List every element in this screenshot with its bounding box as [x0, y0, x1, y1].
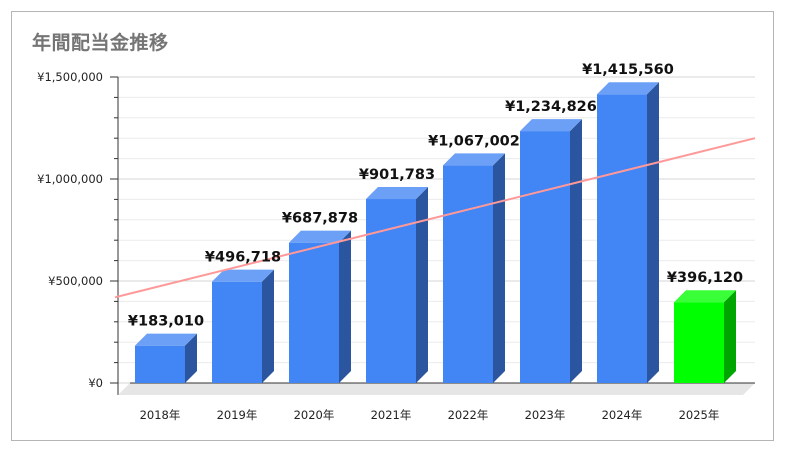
y-tick-label: ¥500,000 — [48, 274, 103, 288]
labels-layer: ¥0 ¥500,000 ¥1,000,000 ¥1,500,000 ¥183,010 20… — [37, 62, 743, 422]
trendline-layer — [114, 137, 756, 299]
chart-title: 年間配当金推移 — [32, 32, 169, 54]
bar-top-face — [289, 230, 351, 243]
bar-front-face — [674, 302, 724, 383]
bar-side-face — [262, 269, 274, 383]
bar-top-face — [212, 269, 274, 282]
bar-2020年 — [289, 230, 351, 383]
data-label: ¥901,783 — [359, 167, 435, 183]
x-tick-label: 2022年 — [448, 408, 489, 422]
data-label: ¥496,718 — [205, 250, 281, 266]
bar-2019年 — [212, 269, 274, 383]
bar-top-face — [135, 333, 197, 346]
bar-2021年 — [366, 187, 428, 383]
bar-side-face — [416, 187, 428, 383]
data-label: ¥687,878 — [282, 211, 358, 227]
data-label: ¥183,010 — [128, 314, 204, 330]
bar-side-face — [185, 333, 197, 383]
chart-floor — [118, 382, 755, 395]
chart-floor-plane — [118, 383, 755, 395]
y-tick-label: ¥0 — [88, 376, 103, 390]
x-tick-label: 2025年 — [679, 408, 720, 422]
data-label: ¥1,415,560 — [582, 62, 674, 78]
x-tick-label: 2020年 — [294, 408, 335, 422]
bar-front-face — [212, 281, 262, 383]
bar-top-face — [520, 119, 582, 132]
bar-top-face — [366, 187, 428, 200]
bar-2018年 — [135, 333, 197, 383]
x-tick-label: 2018年 — [140, 408, 181, 422]
bar-side-face — [570, 119, 582, 384]
data-label: ¥1,234,826 — [505, 99, 597, 115]
y-tick-label: ¥1,000,000 — [37, 172, 103, 186]
bar-2025年 — [674, 290, 736, 383]
trendline — [114, 137, 756, 299]
bar-front-face — [366, 199, 416, 383]
bar-front-face — [289, 242, 339, 383]
bar-side-face — [493, 153, 505, 383]
bar-2022年 — [443, 153, 505, 383]
bar-front-face — [520, 131, 570, 383]
x-tick-label: 2024年 — [602, 408, 643, 422]
bar-front-face — [597, 94, 647, 383]
bar-side-face — [339, 230, 351, 383]
bar-top-face — [443, 153, 505, 166]
bar-side-face — [647, 82, 659, 383]
y-tick-label: ¥1,500,000 — [37, 70, 103, 84]
x-tick-label: 2021年 — [371, 408, 412, 422]
bar-2024年 — [597, 82, 659, 383]
bar-front-face — [135, 345, 185, 383]
bar-2023年 — [520, 119, 582, 384]
bar-front-face — [443, 165, 493, 383]
bar-top-face — [674, 290, 736, 303]
data-label: ¥396,120 — [667, 270, 743, 286]
x-tick-label: 2019年 — [217, 408, 258, 422]
data-label: ¥1,067,002 — [428, 133, 520, 149]
bar-top-face — [597, 82, 659, 95]
bars-layer — [135, 82, 736, 384]
bar-side-face — [724, 290, 736, 383]
x-tick-label: 2023年 — [525, 408, 566, 422]
